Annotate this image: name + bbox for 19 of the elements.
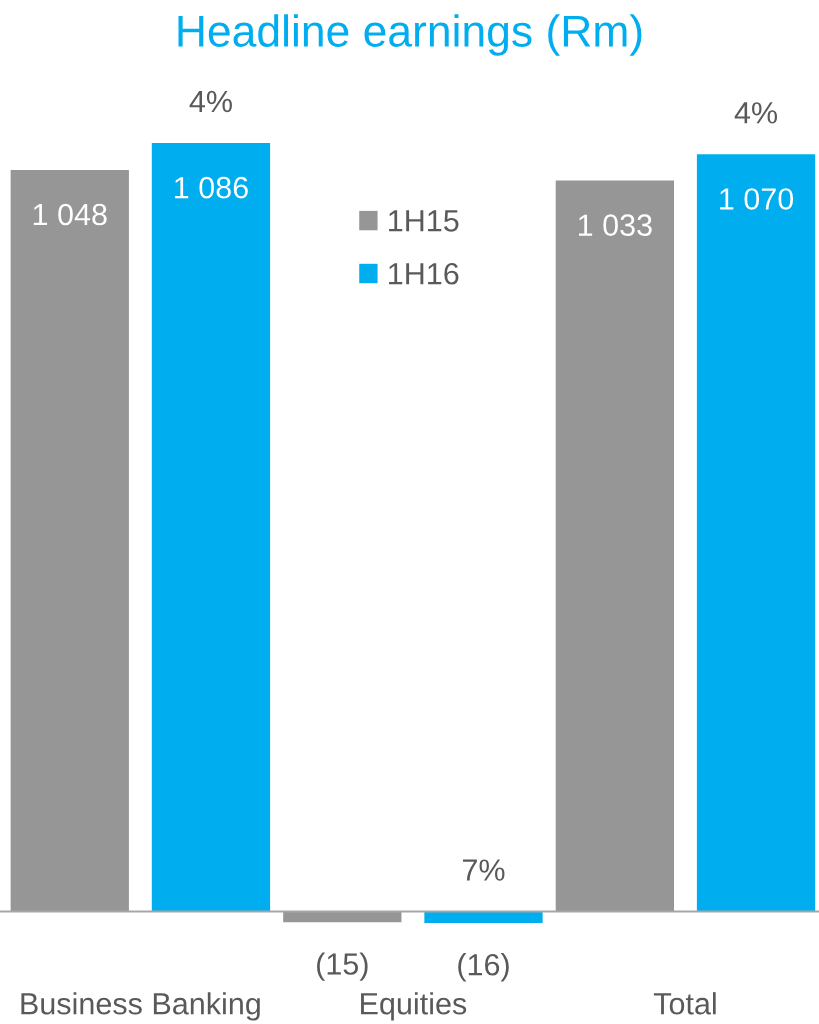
data-label: 1 048 — [33, 203, 107, 226]
legend-label: 1H15 — [389, 210, 459, 232]
x-tick-label: Equities — [361, 992, 467, 1021]
bar — [696, 154, 816, 912]
chart-title: Headline earnings (Rm) — [178, 14, 642, 56]
data-label: (16) — [458, 953, 509, 982]
data-label: (15) — [317, 952, 368, 981]
data-label: 1 070 — [720, 188, 794, 210]
x-tick-label: Business Banking — [21, 992, 260, 1021]
bar — [151, 143, 271, 912]
text: 4% — [189, 90, 232, 113]
text: 4% — [734, 102, 778, 124]
data-label: 1 033 — [578, 214, 652, 236]
annotation: 7% — [462, 859, 505, 881]
legend-label: 1H16 — [389, 262, 459, 285]
x-tick-label: Total — [653, 992, 716, 1015]
data-label: 1 086 — [175, 176, 248, 199]
bar — [555, 180, 675, 912]
bar — [10, 169, 129, 912]
